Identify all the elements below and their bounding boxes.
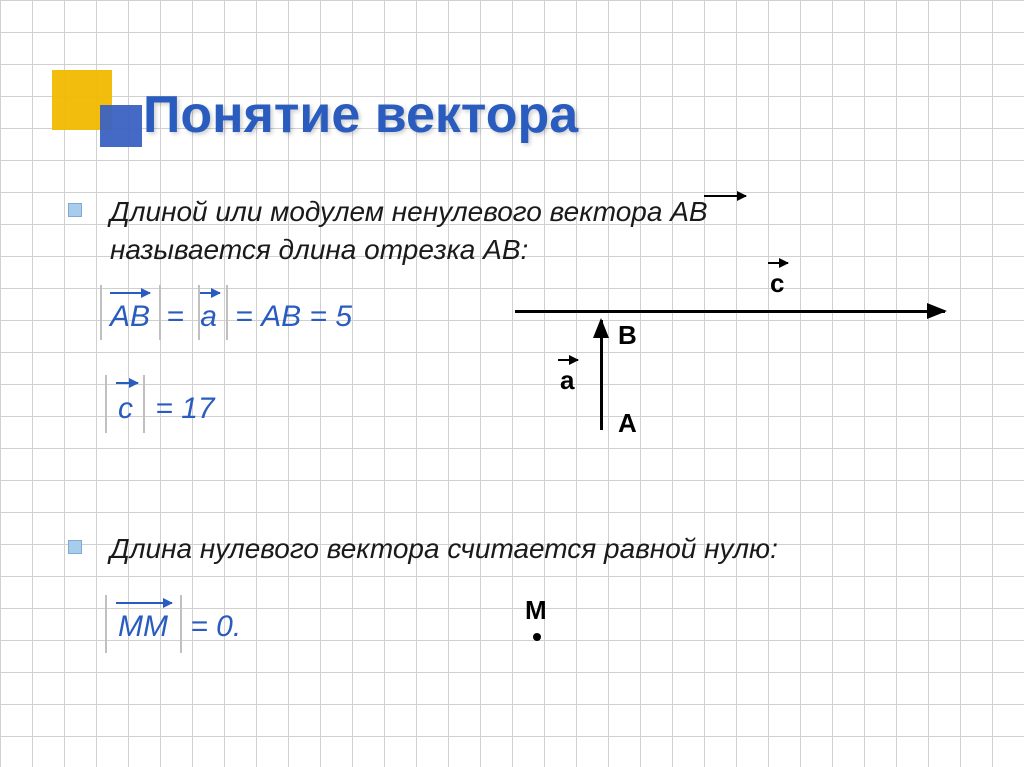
label-a: а xyxy=(560,365,574,396)
abs-bar xyxy=(100,285,102,340)
eq1-rest: = АВ = 5 xyxy=(235,300,352,333)
label-c: с xyxy=(770,268,784,299)
bullet-item-1: Длиной или модулем ненулевого вектора АВ… xyxy=(68,193,948,269)
abs-bar xyxy=(180,595,182,653)
eq1-AB: АВ xyxy=(110,300,150,333)
vector-arrow-icon xyxy=(110,292,150,294)
vector-arrow-AB-text xyxy=(704,195,746,197)
equation-2: с = 17 xyxy=(118,392,215,426)
abs-bar xyxy=(105,375,107,433)
eq2-val: = 17 xyxy=(155,392,214,425)
label-a-text: а xyxy=(560,365,574,395)
vector-arrow-icon xyxy=(116,602,172,604)
eq3-val: = 0. xyxy=(190,610,241,643)
vector-arrow-icon xyxy=(768,262,788,264)
bullet-icon xyxy=(68,540,82,554)
eq1-equals-1: = xyxy=(166,300,184,333)
bullet-item-2: Длина нулевого вектора считается равной … xyxy=(68,530,968,568)
abs-bar xyxy=(105,595,107,653)
vector-line-a xyxy=(600,320,603,430)
label-c-text: с xyxy=(770,268,784,298)
title-block: Понятие вектора xyxy=(48,80,578,145)
bullet1-line2: называется длина отрезка АВ: xyxy=(110,234,528,265)
abs-bar xyxy=(159,285,161,340)
eq3-MM: ММ xyxy=(118,610,168,643)
equation-1: АВ = а = АВ = 5 xyxy=(110,300,352,334)
vector-arrow-icon xyxy=(198,292,220,294)
bullet-text-1: Длиной или модулем ненулевого вектора АВ… xyxy=(110,193,708,269)
vector-arrow-icon xyxy=(558,359,578,361)
abs-bar xyxy=(143,375,145,433)
eq2-c: с xyxy=(118,392,133,425)
bullet1-line1: Длиной или модулем ненулевого вектора АВ xyxy=(110,196,708,227)
label-A: А xyxy=(618,408,637,439)
abs-bar xyxy=(226,285,228,340)
slide-title: Понятие вектора xyxy=(143,80,578,145)
vector-arrow-icon xyxy=(116,382,138,384)
point-dot-M xyxy=(533,633,541,641)
label-B: В xyxy=(618,320,637,351)
abs-bar xyxy=(198,285,200,340)
eq1-a: а xyxy=(200,300,217,333)
bullet-icon xyxy=(68,203,82,217)
vector-line-c xyxy=(515,310,945,313)
label-M: М xyxy=(525,595,547,626)
accent-square-blue xyxy=(100,105,142,147)
bullet-text-2: Длина нулевого вектора считается равной … xyxy=(110,530,778,568)
